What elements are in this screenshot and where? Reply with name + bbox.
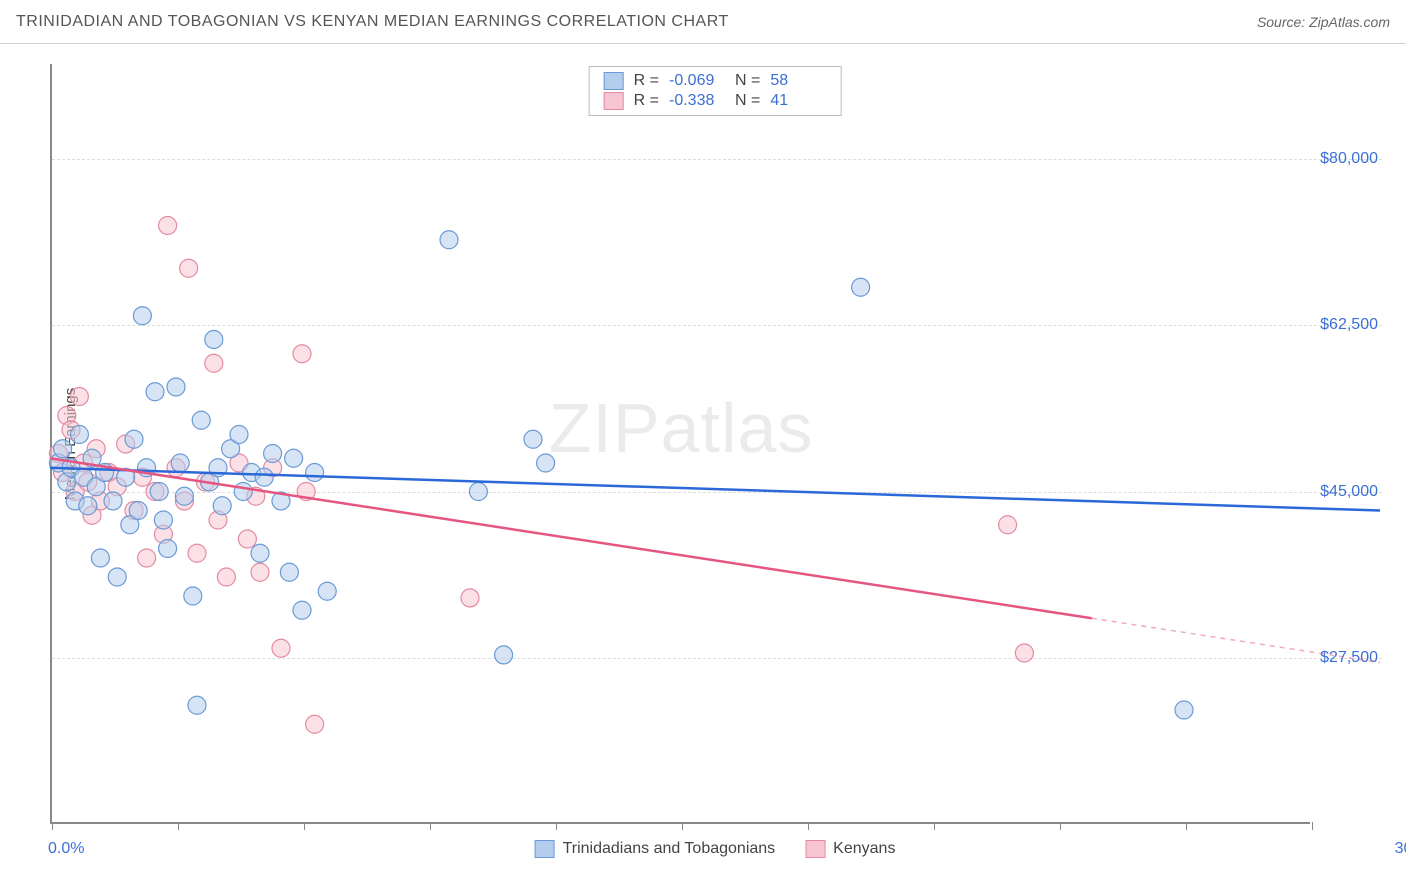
- scatter-point: [1015, 644, 1033, 662]
- n-label-b: N =: [735, 92, 760, 110]
- chart-title: TRINIDADIAN AND TOBAGONIAN VS KENYAN MED…: [16, 13, 729, 31]
- scatter-point: [285, 449, 303, 467]
- r-label-a: R =: [634, 72, 659, 90]
- swatch-b-icon: [805, 840, 825, 858]
- scatter-point: [188, 696, 206, 714]
- scatter-point: [184, 587, 202, 605]
- scatter-point: [159, 540, 177, 558]
- trend-line-dashed: [1092, 618, 1380, 662]
- swatch-b-icon: [604, 92, 624, 110]
- scatter-point: [251, 563, 269, 581]
- scatter-point: [79, 497, 97, 515]
- legend-row-b: R = -0.338 N = 41: [604, 91, 827, 111]
- scatter-point: [133, 307, 151, 325]
- source-label: Source: ZipAtlas.com: [1257, 14, 1390, 30]
- scatter-point: [234, 483, 252, 501]
- title-bar: TRINIDADIAN AND TOBAGONIAN VS KENYAN MED…: [0, 0, 1406, 44]
- r-label-b: R =: [634, 92, 659, 110]
- chart-area: Median Earnings ZIPatlas $27,500$45,000$…: [50, 64, 1380, 824]
- scatter-point: [999, 516, 1017, 534]
- scatter-point: [213, 497, 231, 515]
- scatter-point: [154, 511, 172, 529]
- scatter-point: [91, 549, 109, 567]
- scatter-point: [180, 259, 198, 277]
- swatch-a-icon: [535, 840, 555, 858]
- scatter-point: [70, 426, 88, 444]
- r-value-a: -0.069: [669, 72, 725, 90]
- scatter-point: [537, 454, 555, 472]
- scatter-point: [129, 502, 147, 520]
- scatter-point: [205, 331, 223, 349]
- scatter-point: [217, 568, 235, 586]
- scatter-point: [146, 383, 164, 401]
- scatter-point: [280, 563, 298, 581]
- legend-item-b: Kenyans: [805, 840, 895, 858]
- n-label-a: N =: [735, 72, 760, 90]
- scatter-point: [70, 388, 88, 406]
- scatter-point: [440, 231, 458, 249]
- scatter-point: [159, 217, 177, 235]
- scatter-point: [272, 639, 290, 657]
- swatch-a-icon: [604, 72, 624, 90]
- trend-line: [50, 458, 1092, 618]
- scatter-point: [469, 483, 487, 501]
- scatter-point: [150, 483, 168, 501]
- scatter-point: [171, 454, 189, 472]
- scatter-point: [495, 646, 513, 664]
- legend-item-a: Trinidadians and Tobagonians: [535, 840, 776, 858]
- scatter-point: [205, 354, 223, 372]
- scatter-point: [461, 589, 479, 607]
- scatter-point: [306, 715, 324, 733]
- n-value-b: 41: [770, 92, 826, 110]
- scatter-point: [104, 492, 122, 510]
- scatter-point: [125, 430, 143, 448]
- scatter-point: [306, 464, 324, 482]
- scatter-point: [264, 445, 282, 463]
- scatter-point: [255, 468, 273, 486]
- scatter-point: [238, 530, 256, 548]
- scatter-point: [524, 430, 542, 448]
- scatter-point: [251, 544, 269, 562]
- n-value-a: 58: [770, 72, 826, 90]
- scatter-point: [230, 426, 248, 444]
- legend-label-a: Trinidadians and Tobagonians: [563, 840, 776, 858]
- legend-series: Trinidadians and Tobagonians Kenyans: [535, 840, 896, 858]
- scatter-point: [175, 487, 193, 505]
- legend-correlation: R = -0.069 N = 58 R = -0.338 N = 41: [589, 66, 842, 116]
- scatter-point: [54, 440, 72, 458]
- scatter-point: [167, 378, 185, 396]
- scatter-point: [188, 544, 206, 562]
- scatter-point: [192, 411, 210, 429]
- scatter-point: [318, 582, 336, 600]
- scatter-point: [293, 345, 311, 363]
- x-label-min: 0.0%: [48, 840, 84, 858]
- scatter-point: [1175, 701, 1193, 719]
- scatter-point: [138, 549, 156, 567]
- legend-label-b: Kenyans: [833, 840, 895, 858]
- plot-svg: [50, 64, 1380, 824]
- scatter-point: [108, 568, 126, 586]
- r-value-b: -0.338: [669, 92, 725, 110]
- scatter-point: [852, 278, 870, 296]
- x-label-max: 30.0%: [1395, 840, 1406, 858]
- legend-row-a: R = -0.069 N = 58: [604, 71, 827, 91]
- scatter-point: [293, 601, 311, 619]
